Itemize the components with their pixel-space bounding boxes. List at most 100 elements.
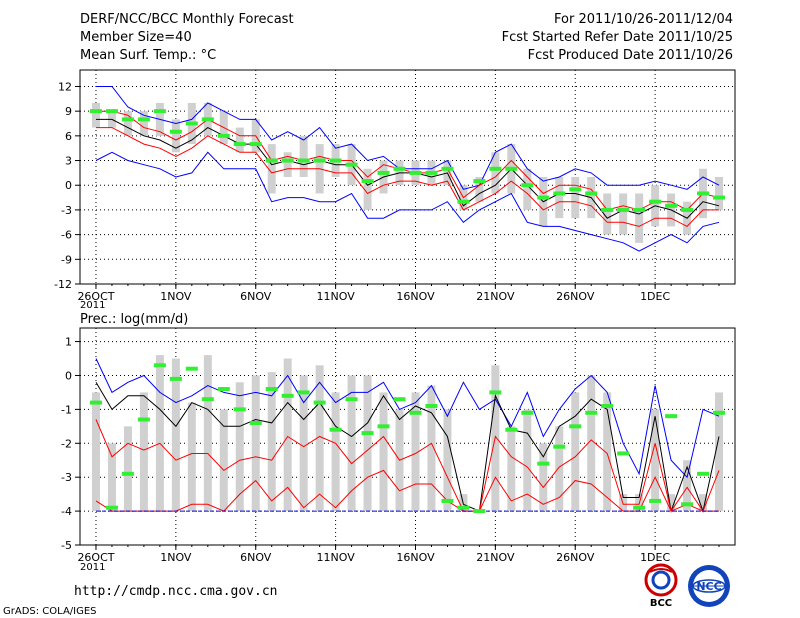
- prec-spread-box: [555, 426, 564, 512]
- temp-mean-marker: [345, 162, 358, 167]
- precip-panel-title: Prec.: log(mm/d): [80, 312, 188, 327]
- temp-ytick-label: 9: [65, 105, 72, 118]
- prec-mean-marker: [441, 498, 454, 503]
- temp-spread-box: [635, 193, 644, 243]
- temp-mean-marker: [457, 199, 470, 204]
- prec-spread-box: [443, 409, 452, 512]
- temp-mean-marker: [537, 195, 550, 200]
- temp-ytick-label: -9: [61, 253, 72, 266]
- temp-mean-marker: [89, 109, 102, 114]
- prec-mean-marker: [697, 471, 710, 476]
- temp-mean-marker: [185, 121, 198, 126]
- prec-spread-box: [331, 392, 340, 512]
- temp-mean-marker: [649, 199, 662, 204]
- temp-mean-marker: [585, 191, 598, 196]
- prec-line-quartile_low: [95, 469, 719, 512]
- source-url[interactable]: http://cmdp.ncc.cma.gov.cn: [74, 584, 278, 599]
- temp-ytick-label: 6: [65, 130, 72, 143]
- temp-xtick-label: 16NOV: [396, 290, 435, 303]
- prec-spread-box: [507, 426, 516, 512]
- prec-spread-box: [603, 392, 612, 512]
- prec-spread-box: [379, 392, 388, 512]
- temp-spread-box: [91, 102, 100, 128]
- prec-mean-marker: [585, 410, 598, 415]
- prec-spread-box: [123, 426, 132, 512]
- temp-spread-box: [171, 119, 180, 153]
- temp-line-max: [96, 86, 720, 190]
- prec-spread-box: [523, 409, 532, 512]
- prec-xtick-label: 21NOV: [476, 551, 515, 564]
- prec-ytick-label: -3: [61, 471, 72, 484]
- precipitation-panel: -5 -4 -3 -2 -1 0 1 26OCT 1NOV 6NOV 11NOV 16NOV 21NOV…: [61, 328, 735, 564]
- temp-mean-marker: [105, 109, 118, 114]
- temp-ytick-label: 0: [65, 179, 72, 192]
- temp-ytick-label: -6: [61, 229, 72, 242]
- temp-mean-marker: [553, 191, 566, 196]
- prec-x-year-label: 2011: [80, 562, 105, 573]
- prec-mean-marker: [105, 505, 118, 510]
- forecast-period: For 2011/10/26-2011/12/04: [554, 12, 733, 27]
- prec-ytick-label: 1: [65, 336, 72, 349]
- prec-mean-marker: [681, 502, 694, 507]
- prec-ytick-label: 0: [65, 369, 72, 382]
- temp-spread-box: [571, 177, 580, 219]
- prec-line-max: [95, 358, 720, 479]
- bcc-logo: BCC: [644, 563, 678, 609]
- prec-spread-box: [171, 358, 180, 512]
- temp-xtick-label: 6NOV: [240, 290, 272, 303]
- prec-spread-box: [91, 392, 100, 512]
- temp-mean-marker: [665, 203, 678, 208]
- prec-spread-box: [219, 409, 228, 512]
- temp-spread-box: [283, 152, 292, 177]
- prec-ytick-label: -1: [61, 403, 72, 416]
- prec-mean-marker: [185, 366, 198, 371]
- prec-mean-marker: [505, 427, 518, 432]
- prec-spread-box: [715, 392, 724, 512]
- temp-spread-box: [139, 111, 148, 136]
- prec-mean-marker: [665, 414, 678, 419]
- prec-spread-box: [587, 375, 596, 512]
- member-size-label: Member Size=40: [80, 30, 192, 45]
- temp-spread-box: [235, 127, 244, 153]
- prec-spread-box: [107, 443, 116, 512]
- prec-spread-box: [699, 494, 708, 512]
- temp-line-min: [95, 151, 720, 252]
- prec-ytick-label: -2: [61, 437, 72, 450]
- temp-line-q75: [96, 110, 720, 211]
- temp-mean-marker: [249, 142, 262, 147]
- prec-mean-marker: [345, 397, 358, 402]
- temp-mean-marker: [153, 109, 166, 114]
- prec-mean-marker: [457, 505, 470, 510]
- temp-mean-marker: [473, 179, 486, 184]
- temp-ytick-label: 3: [65, 155, 72, 168]
- prec-mean-marker: [313, 400, 326, 405]
- temp-mean-marker: [505, 166, 518, 171]
- prec-mean-marker: [409, 410, 422, 415]
- temp-xtick-label: 26NOV: [556, 290, 595, 303]
- prec-mean-marker: [137, 417, 150, 422]
- prec-spread-box: [315, 365, 324, 512]
- temp-ytick-label: -12: [54, 278, 72, 291]
- temp-mean-marker: [617, 207, 630, 212]
- temp-spread-box: [491, 152, 500, 194]
- prec-spread-box: [187, 402, 196, 512]
- prec-mean-marker: [713, 410, 726, 415]
- temp-spread-box: [715, 177, 724, 210]
- prec-ytick-label: -4: [61, 505, 72, 518]
- temp-xtick-label: 1NOV: [160, 290, 192, 303]
- prec-xtick-label: 1DEC: [640, 551, 670, 564]
- prec-xtick-label: 1NOV: [160, 551, 192, 564]
- temp-mean-marker: [377, 170, 390, 175]
- prec-mean-marker: [569, 424, 582, 429]
- prec-mean-marker: [649, 498, 662, 503]
- prec-spread-box: [667, 494, 676, 512]
- temp-mean-marker: [697, 191, 710, 196]
- prec-xtick-label: 11NOV: [317, 551, 356, 564]
- prec-mean-marker: [233, 407, 246, 412]
- prec-spread-box: [283, 358, 292, 512]
- prec-spread-box: [539, 443, 548, 512]
- ncc-logo: NCC: [688, 565, 730, 607]
- temp-xtick-label: 21NOV: [476, 290, 515, 303]
- prec-mean-marker: [153, 363, 166, 368]
- temp-mean-marker: [633, 207, 646, 212]
